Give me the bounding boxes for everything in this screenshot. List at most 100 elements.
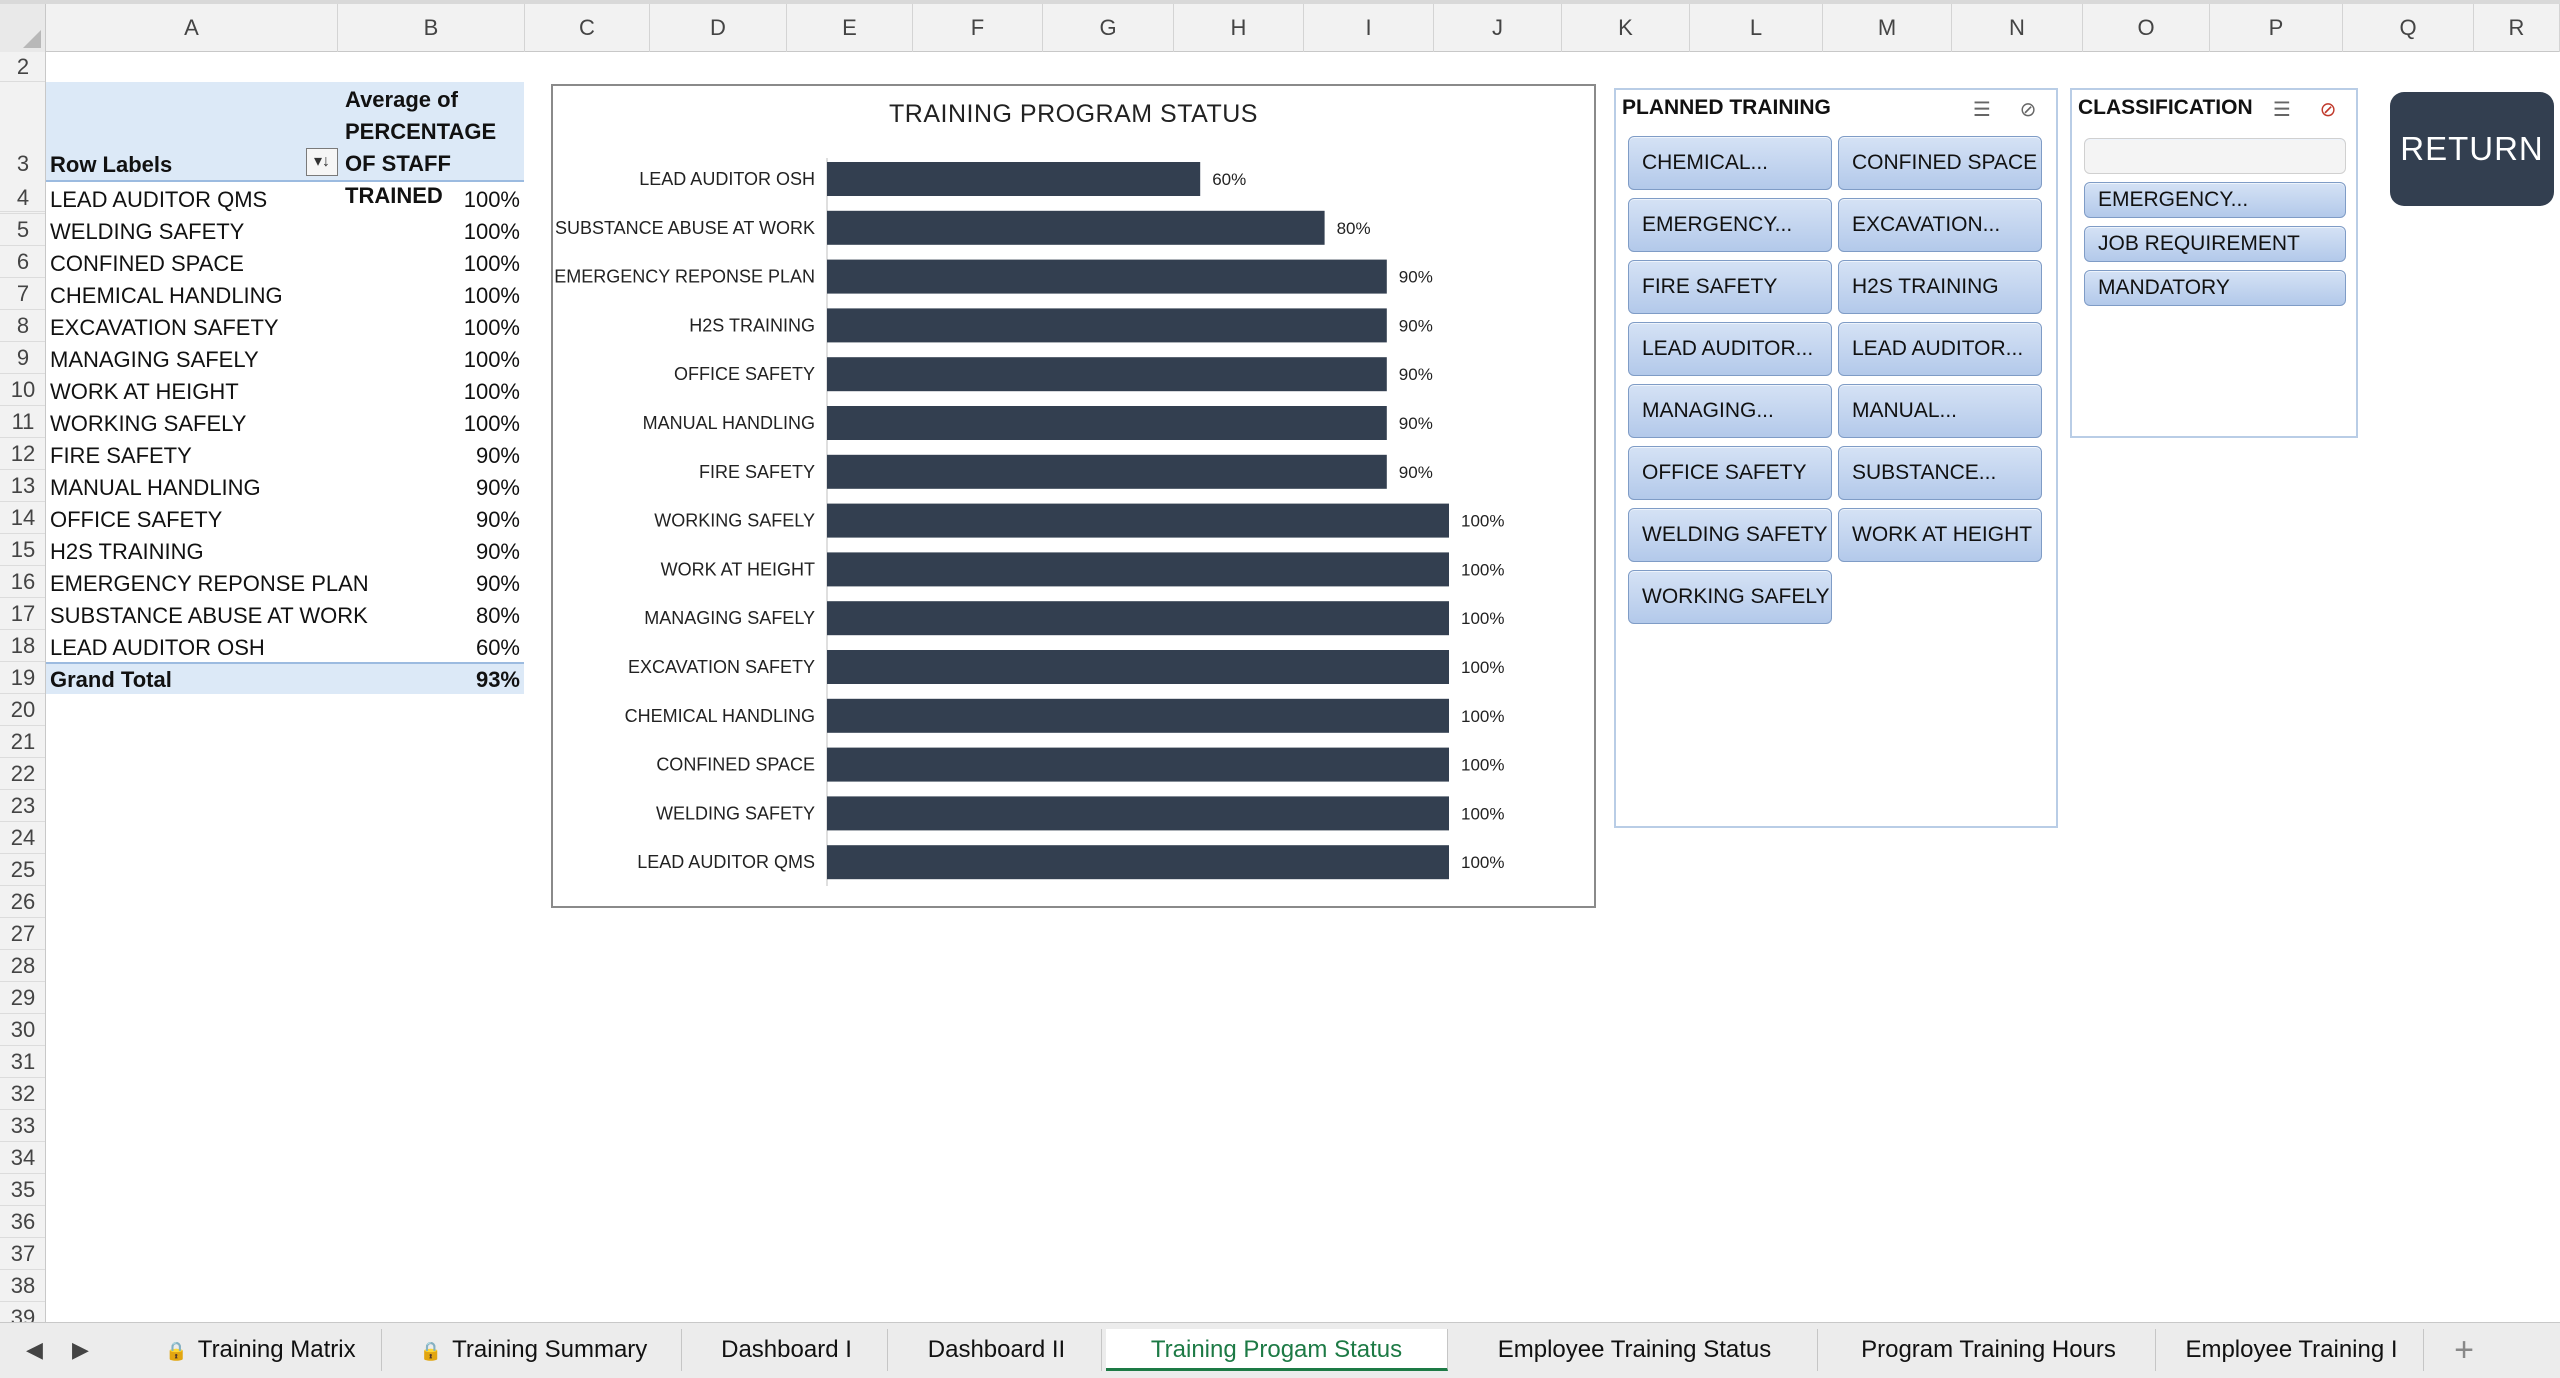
chart-bar[interactable] [827, 601, 1449, 636]
pivot-row-label[interactable]: SUBSTANCE ABUSE AT WORK [50, 603, 368, 628]
chart-bar[interactable] [827, 259, 1387, 294]
multi-select-icon[interactable]: ☰ [1973, 99, 1991, 121]
chart-bar[interactable] [827, 162, 1201, 196]
slicer-item-button[interactable]: LEAD AUDITOR... [1628, 322, 1832, 376]
pivot-row-label[interactable]: MANAGING SAFELY [50, 347, 259, 372]
pivot-row-value[interactable]: 100% [463, 379, 520, 404]
pivot-row-value[interactable]: 90% [475, 507, 520, 532]
row-header-15[interactable]: 15 [0, 534, 45, 566]
grand-total-label[interactable]: Grand Total [50, 667, 172, 692]
slicer-item-button[interactable]: EXCAVATION... [1838, 198, 2042, 252]
row-header-11[interactable]: 11 [0, 406, 45, 438]
column-header-R[interactable]: R [2474, 4, 2560, 52]
pivot-row-label[interactable]: EXCAVATION SAFETY [50, 315, 279, 340]
pivot-row-value[interactable]: 90% [475, 443, 520, 468]
slicer-item-button[interactable]: CHEMICAL... [1628, 136, 1832, 190]
row-header-13[interactable]: 13 [0, 470, 45, 502]
row-header-9[interactable]: 9 [0, 342, 45, 374]
slicer-item-button[interactable]: CONFINED SPACE [1838, 136, 2042, 190]
row-header-23[interactable]: 23 [0, 790, 45, 822]
row-header-36[interactable]: 36 [0, 1206, 45, 1238]
chart-bar[interactable] [827, 552, 1449, 587]
row-header-38[interactable]: 38 [0, 1270, 45, 1302]
chart-bar[interactable] [827, 308, 1387, 343]
row-header-21[interactable]: 21 [0, 726, 45, 758]
column-header-C[interactable]: C [525, 4, 650, 52]
slicer-blank-item[interactable] [2084, 138, 2346, 174]
chart-bar[interactable] [827, 454, 1387, 489]
slicer-item-button[interactable]: EMERGENCY... [1628, 198, 1832, 252]
column-header-A[interactable]: A [46, 4, 338, 52]
pivot-row-labels-header[interactable]: Row Labels [50, 152, 173, 177]
chart-bar[interactable] [827, 650, 1449, 684]
row-header-18[interactable]: 18 [0, 630, 45, 662]
slicer-item-button[interactable]: OFFICE SAFETY [1628, 446, 1832, 500]
return-button[interactable]: RETURN [2390, 92, 2554, 206]
next-sheet-icon[interactable]: ▶ [72, 1337, 89, 1362]
pivot-row-label[interactable]: WORKING SAFELY [50, 411, 247, 436]
column-header-N[interactable]: N [1952, 4, 2083, 52]
row-header-16[interactable]: 16 [0, 566, 45, 598]
slicer-item-button[interactable]: MANDATORY [2084, 270, 2346, 306]
column-header-I[interactable]: I [1304, 4, 1434, 52]
row-header-2[interactable]: 2 [0, 52, 45, 82]
row-header-27[interactable]: 27 [0, 918, 45, 950]
pivot-row-label[interactable]: EMERGENCY REPONSE PLAN [50, 571, 369, 596]
chart-bar[interactable] [827, 698, 1449, 733]
column-header-Q[interactable]: Q [2343, 4, 2474, 52]
row-header-8[interactable]: 8 [0, 310, 45, 342]
clear-filter-icon[interactable]: ⊘ [2319, 99, 2337, 121]
sheet-tab[interactable]: Dashboard II [892, 1329, 1102, 1371]
row-header-17[interactable]: 17 [0, 598, 45, 630]
sheet-tab[interactable]: 🔒 Training Summary [386, 1329, 682, 1371]
prev-sheet-icon[interactable]: ◀ [26, 1337, 43, 1362]
column-header-F[interactable]: F [913, 4, 1043, 52]
slicer-item-button[interactable]: FIRE SAFETY [1628, 260, 1832, 314]
chart-bar[interactable] [827, 796, 1449, 831]
sheet-tab[interactable]: Program Training Hours [1822, 1329, 2156, 1371]
pivot-row-value[interactable]: 100% [463, 187, 520, 212]
pivot-row-label[interactable]: OFFICE SAFETY [50, 507, 223, 532]
column-header-L[interactable]: L [1690, 4, 1823, 52]
pivot-row-value[interactable]: 90% [475, 539, 520, 564]
row-header-12[interactable]: 12 [0, 438, 45, 470]
row-header-7[interactable]: 7 [0, 278, 45, 310]
pivot-row-label[interactable]: MANUAL HANDLING [50, 475, 261, 500]
pivot-row-value[interactable]: 90% [475, 475, 520, 500]
pivot-row-label[interactable]: CONFINED SPACE [50, 251, 244, 276]
training-status-chart[interactable]: TRAINING PROGRAM STATUS LEAD AUDITOR OSH… [551, 84, 1596, 908]
slicer-item-button[interactable]: LEAD AUDITOR... [1838, 322, 2042, 376]
row-header-29[interactable]: 29 [0, 982, 45, 1014]
chart-bar[interactable] [827, 357, 1387, 392]
select-all-corner[interactable] [0, 4, 46, 52]
row-header-28[interactable]: 28 [0, 950, 45, 982]
sort-filter-dropdown-icon[interactable]: ▾↓ [306, 148, 338, 176]
row-header-5[interactable]: 5 [0, 214, 45, 246]
row-header-6[interactable]: 6 [0, 246, 45, 278]
slicer-item-button[interactable]: MANUAL... [1838, 384, 2042, 438]
row-header-19[interactable]: 19 [0, 662, 45, 694]
row-header-33[interactable]: 33 [0, 1110, 45, 1142]
column-header-J[interactable]: J [1434, 4, 1562, 52]
grand-total-value[interactable]: 93% [475, 667, 520, 692]
row-header-3[interactable]: 3 [0, 82, 45, 212]
pivot-row-value[interactable]: 60% [475, 635, 520, 660]
sheet-tab[interactable]: Dashboard I [686, 1329, 888, 1371]
classification-slicer[interactable]: CLASSIFICATION ☰ ⊘ EMERGENCY... JOB REQUI… [2070, 88, 2358, 438]
pivot-row-label[interactable]: WORK AT HEIGHT [50, 379, 239, 404]
sheet-tab[interactable]: Training Progam Status [1106, 1329, 1448, 1371]
row-header-30[interactable]: 30 [0, 1014, 45, 1046]
column-header-E[interactable]: E [787, 4, 913, 52]
sheet-tab[interactable]: 🔒 Training Matrix [140, 1329, 382, 1371]
pivot-row-label[interactable]: WELDING SAFETY [50, 219, 245, 244]
pivot-row-label[interactable]: LEAD AUDITOR OSH [50, 635, 265, 660]
add-sheet-button[interactable]: + [2454, 1331, 2474, 1369]
pivot-row-value[interactable]: 100% [463, 347, 520, 372]
pivot-row-value[interactable]: 100% [463, 219, 520, 244]
chart-bar[interactable] [827, 747, 1449, 782]
column-header-D[interactable]: D [650, 4, 787, 52]
pivot-row-value[interactable]: 100% [463, 251, 520, 276]
slicer-item-button[interactable]: WELDING SAFETY [1628, 508, 1832, 562]
column-header-H[interactable]: H [1174, 4, 1304, 52]
chart-bar[interactable] [827, 210, 1325, 245]
